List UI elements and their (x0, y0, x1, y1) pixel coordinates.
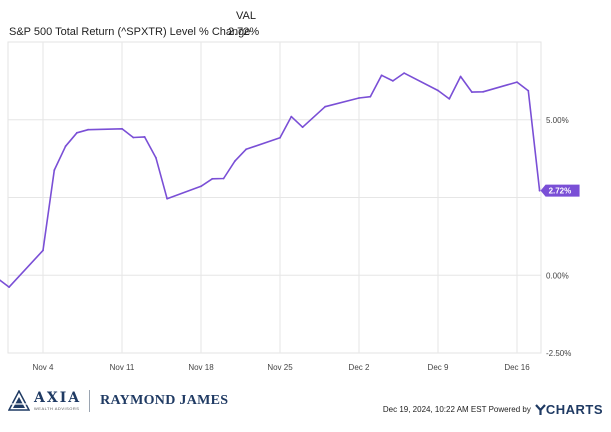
y-gridlines (8, 119, 541, 276)
data-point (516, 81, 518, 83)
raymond-james-logo: RAYMOND JAMES (100, 393, 229, 408)
x-tick-label: Nov 4 (33, 363, 54, 372)
x-tick-label: Nov 11 (110, 363, 135, 372)
data-point (143, 136, 146, 138)
data-point (222, 177, 225, 180)
x-tick-label: Dec 2 (349, 363, 370, 372)
data-point (245, 148, 248, 151)
data-point (301, 126, 304, 129)
x-tick-label: Dec 16 (504, 363, 530, 372)
data-point (211, 177, 214, 180)
logo-divider (89, 390, 91, 412)
axia-logo: AXIA WEALTH ADVISORS (34, 391, 81, 411)
source-text: Dec 19, 2024, 10:22 AM EST Powered by (382, 405, 531, 414)
axia-triangle-logo-icon (8, 390, 30, 411)
data-point (132, 136, 135, 139)
source-attribution: Dec 19, 2024, 10:22 AM EST Powered by CH… (383, 402, 603, 417)
legend-series-name: S&P 500 Total Return (^SPXTR) Level % Ch… (9, 26, 251, 38)
axia-subtitle: WEALTH ADVISORS (34, 406, 80, 411)
data-point (538, 189, 541, 192)
data-point (527, 89, 530, 92)
ycharts-y-logo-icon (535, 404, 546, 415)
data-point (200, 185, 202, 188)
axia-wordmark: AXIA (34, 390, 82, 406)
x-tick-label: Nov 25 (267, 363, 293, 372)
data-point (279, 136, 281, 139)
y-tick-label: 0.00% (546, 271, 569, 280)
data-point (8, 286, 11, 288)
data-point (234, 160, 236, 163)
data-point (42, 249, 44, 252)
data-point (121, 127, 123, 130)
data-point (87, 128, 89, 131)
data-point (437, 89, 439, 92)
legend-header: VAL (236, 10, 256, 22)
data-point (53, 169, 56, 172)
end-value-badge-shape (540, 184, 580, 197)
data-point (166, 197, 169, 200)
x-tick-label: Dec 9 (428, 363, 449, 372)
series-line (0, 72, 541, 288)
data-point (482, 90, 484, 93)
data-point (155, 156, 157, 159)
legend-series-value: 2.72% (228, 26, 260, 38)
data-point (459, 75, 462, 78)
data-point (324, 105, 326, 108)
data-point (64, 145, 67, 148)
footer-logos: AXIA WEALTH ADVISORS RAYMOND JAMES (8, 386, 228, 416)
data-point (471, 91, 473, 93)
series-points (8, 72, 541, 288)
y-tick-labels: 5.00% 0.00% -2.50% (546, 116, 571, 358)
end-value-badge: 2.72% (540, 184, 580, 197)
x-tick-labels: Nov 4 Nov 11 Nov 18 Nov 25 Dec 2 Dec 9 Dec 16 (33, 363, 531, 372)
data-point (403, 72, 405, 74)
data-point (76, 131, 78, 134)
y-tick-label: 5.00% (546, 116, 569, 125)
data-point (380, 74, 383, 77)
data-point (448, 98, 451, 100)
data-point (392, 80, 394, 82)
y-tick-label: -2.50% (546, 349, 571, 358)
end-value-label: 2.72% (549, 187, 572, 196)
data-point (290, 115, 293, 118)
data-point (369, 95, 372, 98)
ycharts-wordmark: CHARTS (545, 402, 603, 417)
data-point (358, 97, 360, 99)
x-tick-label: Nov 18 (188, 363, 214, 372)
